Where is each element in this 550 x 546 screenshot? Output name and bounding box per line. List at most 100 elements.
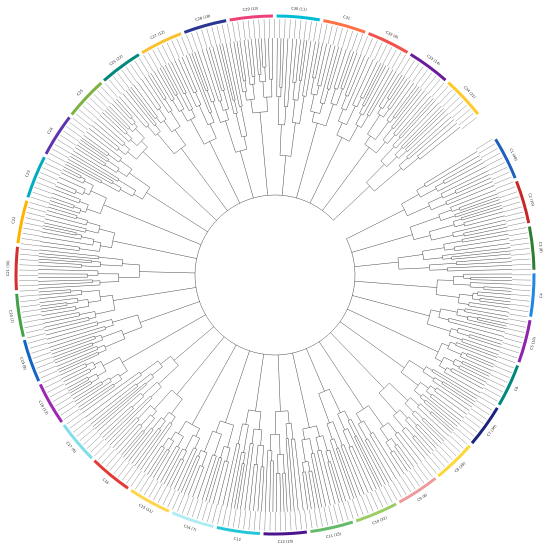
clade-arc (141, 32, 182, 55)
tree-branches (38, 38, 512, 512)
tip-line (449, 435, 464, 449)
tip-line (206, 28, 212, 47)
clade-arc (62, 424, 93, 460)
tip-line (504, 211, 524, 217)
clade-label: C6 (514, 385, 520, 392)
tip-line (144, 478, 155, 496)
tip-line (34, 356, 53, 364)
tip-line (356, 497, 364, 516)
tip-line (378, 44, 388, 62)
tip-line (38, 177, 56, 185)
tip-line (217, 505, 222, 525)
clade-arc (447, 81, 480, 116)
clade-arc (14, 246, 20, 291)
tip-line (480, 148, 498, 158)
tip-line (36, 182, 55, 190)
tip-line (222, 506, 227, 526)
tip-line (138, 57, 150, 75)
tip-line (97, 90, 111, 105)
tip-line (428, 455, 441, 471)
tip-line (40, 370, 59, 379)
tip-line (493, 365, 512, 373)
tip-line (242, 20, 246, 40)
clade-arc (26, 156, 46, 198)
clade-label: C15 (11) (138, 503, 154, 514)
tip-line (166, 42, 176, 61)
clade-arc (93, 459, 129, 490)
clade-label: C28 (18) (195, 14, 212, 22)
tip-line (29, 202, 48, 208)
clade-label: C13 (233, 537, 241, 542)
tip-line (491, 171, 510, 180)
tip-line (446, 438, 460, 453)
tip-line (243, 510, 247, 530)
tip-line (404, 473, 416, 490)
tip-line (458, 424, 474, 437)
tip-line (299, 510, 302, 530)
tip-line (36, 361, 55, 369)
tip-line (387, 483, 398, 501)
clade-arc (22, 339, 41, 382)
tip-line (176, 38, 185, 57)
clade-arc (16, 200, 29, 244)
clade-arc (310, 520, 354, 534)
tip-line (313, 22, 317, 42)
tip-line (93, 94, 108, 108)
clade-arc (103, 53, 140, 82)
tip-line (365, 38, 373, 56)
tip-line (492, 369, 510, 378)
tip-line (182, 495, 190, 514)
tip-line (23, 318, 43, 323)
tip-line (351, 32, 358, 51)
tip-line (126, 467, 138, 484)
tip-line (28, 338, 47, 344)
tip-line (470, 408, 487, 420)
tip-line (264, 511, 266, 531)
tip-line (55, 396, 72, 407)
tip-line (478, 396, 496, 407)
tip-line (66, 412, 83, 425)
tip-line (148, 52, 158, 70)
tip-line (499, 351, 518, 359)
tip-line (28, 207, 47, 213)
tip-line (253, 19, 256, 39)
tip-line (369, 40, 378, 58)
clade-label: C9 (8) (417, 493, 429, 503)
tip-line (510, 299, 530, 302)
clade-label: C24 (47, 126, 55, 135)
tip-line (505, 328, 525, 333)
tip-line (232, 508, 237, 528)
tip-line (476, 400, 493, 411)
tip-line (181, 36, 189, 55)
tip-line (238, 509, 242, 529)
tip-line (202, 502, 208, 521)
tip-line (328, 505, 334, 525)
tip-line (462, 420, 478, 433)
tip-line (509, 237, 529, 241)
tip-line (510, 243, 530, 246)
tip-line (333, 504, 339, 524)
tip-line (45, 379, 63, 388)
tree-tip-lines (18, 19, 532, 532)
tip-line (500, 196, 519, 203)
tip-line (511, 258, 531, 261)
clade-arc (44, 116, 71, 155)
tip-line (404, 60, 415, 77)
clade-arc (323, 19, 366, 34)
tip-line (32, 192, 51, 199)
tip-line (19, 294, 39, 297)
tip-line (66, 126, 83, 138)
tip-line (493, 176, 512, 185)
tip-line (29, 342, 48, 349)
tip-line (314, 508, 318, 528)
tip-line (186, 34, 194, 53)
tip-line (509, 308, 529, 312)
tip-line (458, 113, 474, 126)
tip-line (22, 314, 42, 318)
tip-line (109, 79, 122, 95)
clade-label: C12 (10) (278, 539, 294, 544)
clade-label: C17 (6) (65, 441, 77, 454)
tip-line (157, 47, 167, 65)
tip-line (60, 404, 77, 416)
tip-line (382, 47, 392, 65)
